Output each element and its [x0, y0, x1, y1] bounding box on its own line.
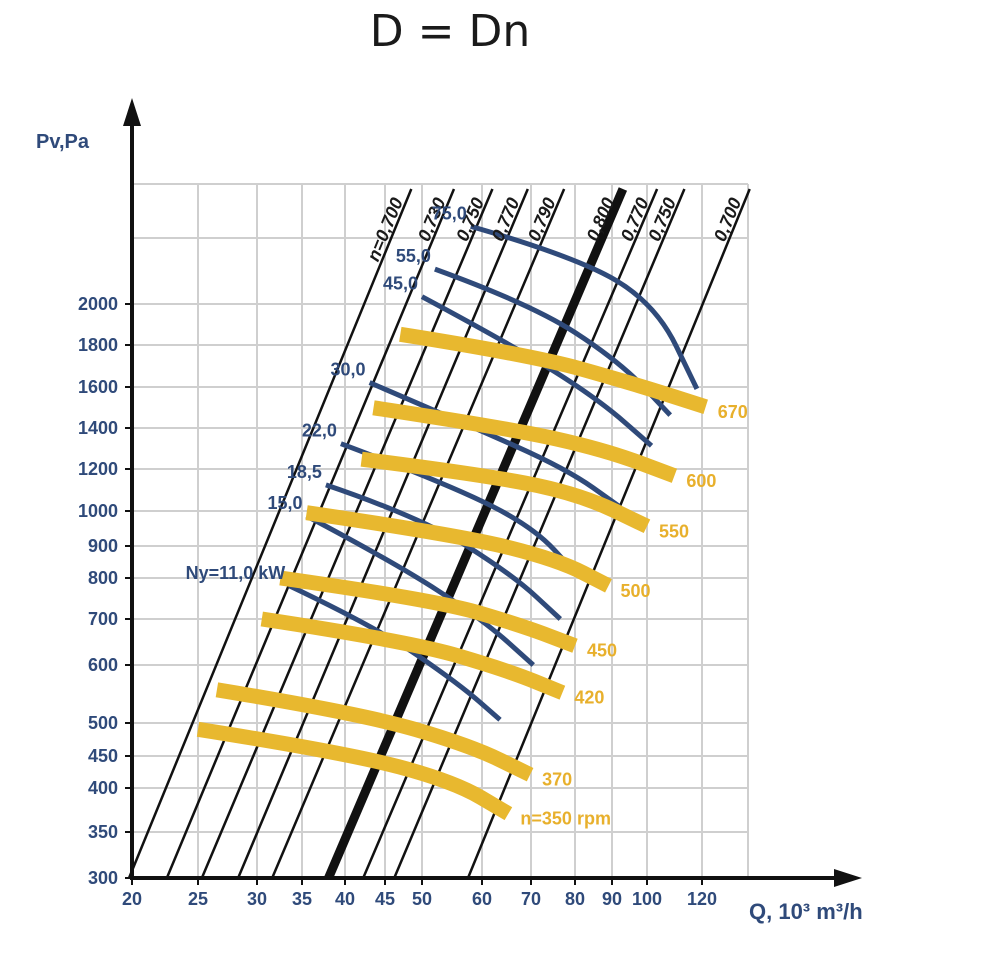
- x-tick-label: 25: [188, 889, 208, 909]
- y-tick-label: 2000: [78, 294, 118, 314]
- speed-curve: [260, 611, 566, 700]
- speed-label: 500: [620, 581, 650, 601]
- y-tick-label: 300: [88, 868, 118, 888]
- y-tick-label: 600: [88, 655, 118, 675]
- y-tick-label: 800: [88, 568, 118, 588]
- speed-label: n=350 rpm: [520, 809, 611, 829]
- power-curve: [420, 294, 654, 448]
- power-curves: [288, 223, 700, 722]
- y-tick-label: 1000: [78, 501, 118, 521]
- speed-curve: [196, 721, 513, 821]
- power-label: 55,0: [396, 246, 431, 266]
- power-curve: [434, 266, 673, 417]
- x-axis-arrow: [834, 869, 862, 887]
- speed-curve: [372, 400, 678, 483]
- speed-curve: [215, 682, 534, 782]
- speed-label: 450: [587, 641, 617, 661]
- power-label: 18,5: [287, 462, 322, 482]
- power-label: 22,0: [302, 421, 337, 441]
- x-tick-label: 60: [472, 889, 492, 909]
- x-tick-label: 100: [632, 889, 662, 909]
- y-tick-label: 1800: [78, 335, 118, 355]
- power-label: 15,0: [268, 493, 303, 513]
- power-label: 45,0: [383, 274, 418, 294]
- speed-curve: [279, 570, 578, 653]
- y-tick-label: 350: [88, 822, 118, 842]
- y-axis-label: Pv,Pa: [36, 131, 90, 153]
- power-label: Ny=11,0 kW: [186, 563, 286, 583]
- power-label: 75,0: [432, 203, 467, 223]
- y-tick-label: 1600: [78, 377, 118, 397]
- x-tick-label: 30: [247, 889, 267, 909]
- power-curve: [288, 583, 502, 722]
- y-tick-label: 700: [88, 609, 118, 629]
- power-label: 30,0: [331, 360, 366, 380]
- x-axis-label: Q, 10³ m³/h: [749, 899, 863, 924]
- efficiency-label: 0,700: [710, 195, 746, 244]
- speed-curve: [399, 326, 708, 414]
- speed-label: 550: [659, 521, 689, 541]
- efficiency-line: [165, 188, 456, 879]
- y-tick-label: 500: [88, 713, 118, 733]
- efficiency-label: 0,790: [524, 195, 560, 244]
- efficiency-label: 0,770: [488, 195, 524, 244]
- efficiency-line: [236, 188, 529, 879]
- x-tick-label: 120: [687, 889, 717, 909]
- x-tick-label: 80: [565, 889, 585, 909]
- y-tick-label: 900: [88, 536, 118, 556]
- tick-labels: 20 25 30 35 40 45 50 60 70 80 90 100 120 300 350 400 450…: [78, 294, 717, 909]
- efficiency-line: [200, 188, 494, 879]
- axes: [123, 98, 862, 887]
- power-curve: [305, 513, 535, 667]
- speed-curve: [360, 451, 651, 534]
- x-tick-label: 50: [412, 889, 432, 909]
- y-tick-label: 1400: [78, 418, 118, 438]
- y-tick-label: 1200: [78, 459, 118, 479]
- speed-curve: [305, 505, 612, 593]
- y-tick-label: 450: [88, 746, 118, 766]
- y-axis-arrow: [123, 98, 141, 126]
- speed-label: 370: [542, 770, 572, 790]
- x-tick-label: 90: [602, 889, 622, 909]
- speed-label: 420: [574, 688, 604, 708]
- y-tick-label: 400: [88, 778, 118, 798]
- speed-label: 600: [686, 471, 716, 491]
- power-curve: [368, 380, 621, 509]
- speed-curves: [196, 326, 708, 821]
- efficiency-line: [127, 188, 413, 879]
- x-tick-label: 45: [375, 889, 395, 909]
- x-tick-label: 70: [521, 889, 541, 909]
- speed-label: 670: [718, 402, 748, 422]
- x-tick-label: 20: [122, 889, 142, 909]
- x-tick-label: 35: [292, 889, 312, 909]
- power-curve: [470, 223, 700, 390]
- chart-title: D = Dn: [370, 6, 531, 57]
- x-tick-label: 40: [335, 889, 355, 909]
